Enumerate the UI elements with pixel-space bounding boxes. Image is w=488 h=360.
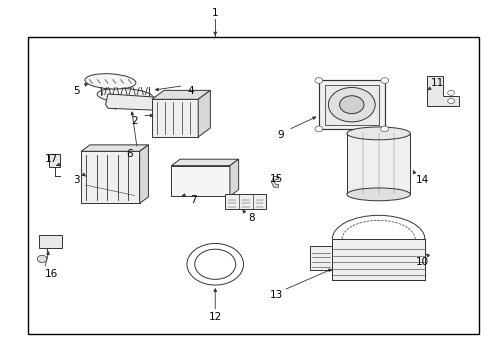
Ellipse shape <box>85 74 136 89</box>
Polygon shape <box>81 145 148 151</box>
Circle shape <box>314 126 322 132</box>
Text: 7: 7 <box>190 195 196 206</box>
Circle shape <box>37 255 47 262</box>
Text: 17: 17 <box>45 154 59 164</box>
Polygon shape <box>198 90 210 137</box>
Bar <box>224 194 266 209</box>
Polygon shape <box>140 145 148 203</box>
Text: 4: 4 <box>187 86 194 96</box>
Text: 2: 2 <box>131 116 138 126</box>
Text: 12: 12 <box>208 312 222 322</box>
Circle shape <box>328 87 374 122</box>
Bar <box>49 154 60 167</box>
Text: 1: 1 <box>211 8 218 18</box>
Text: 9: 9 <box>277 130 284 140</box>
Polygon shape <box>271 176 278 187</box>
Bar <box>27 37 478 334</box>
Circle shape <box>447 99 454 104</box>
Polygon shape <box>152 90 210 99</box>
Polygon shape <box>105 94 163 110</box>
Text: 15: 15 <box>269 174 282 184</box>
Bar <box>39 234 62 248</box>
Ellipse shape <box>346 188 409 201</box>
Text: 13: 13 <box>269 291 282 301</box>
Polygon shape <box>427 76 458 107</box>
Text: 11: 11 <box>429 78 443 88</box>
Circle shape <box>380 126 388 132</box>
Text: 10: 10 <box>415 257 428 267</box>
Bar <box>318 81 384 129</box>
Circle shape <box>380 78 388 84</box>
Ellipse shape <box>97 88 153 103</box>
Text: 8: 8 <box>248 213 255 222</box>
Text: 14: 14 <box>415 175 428 185</box>
Text: 3: 3 <box>73 175 80 185</box>
Circle shape <box>314 78 322 84</box>
Bar <box>171 166 229 196</box>
Circle shape <box>339 96 363 114</box>
Circle shape <box>447 90 454 95</box>
Polygon shape <box>229 159 238 196</box>
Bar <box>310 246 331 270</box>
Polygon shape <box>171 159 238 166</box>
Bar <box>152 99 198 137</box>
Ellipse shape <box>346 127 409 140</box>
Text: 16: 16 <box>45 269 59 279</box>
Bar <box>346 134 409 194</box>
Text: 6: 6 <box>126 149 133 159</box>
Bar <box>81 151 140 203</box>
Text: 5: 5 <box>73 86 80 96</box>
Bar <box>331 239 424 280</box>
Bar <box>324 85 378 125</box>
